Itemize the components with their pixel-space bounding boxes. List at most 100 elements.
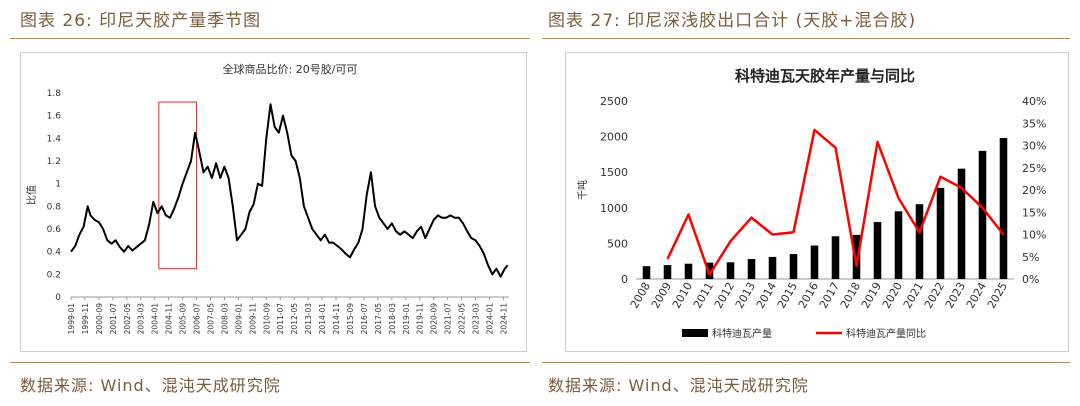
right-figure-title: 图表 27: 印尼深浅胶出口合计 (天胶+混合胶) [548,11,917,31]
x-tick-label: 2009-11 [248,303,257,335]
chart-title: 全球商品比价: 20号胶/可可 [223,62,358,76]
x-tick-label: 2013-03 [304,303,313,335]
right-chart-panel: 科特迪瓦天胶年产量与同比 千吨 0 500 1000 1500 2000 2500 0% 5% 10… [565,52,1069,352]
y-tick-label: 1.4 [47,134,62,144]
x-tick-label: 2020-09 [430,303,439,335]
x-tick-label: 1999-01 [67,303,76,335]
bar [978,150,987,279]
x-tick-label: 2024 [964,280,989,311]
bar [894,211,903,279]
x-tick-label: 2016 [796,280,821,311]
y-right-tick-label: 0% [1022,273,1039,286]
x-tick-label: 2012-05 [290,303,299,335]
x-tick-label: 2010-09 [262,303,271,335]
x-tick-label: 2004-01 [151,303,160,335]
x-tick-label: 2017-05 [374,303,383,335]
x-tick-label: 2004-11 [165,303,174,335]
x-tick-label: 2000-09 [95,303,104,335]
x-tick-label: 2018-03 [388,303,397,335]
x-tick-label: 2009 [649,280,674,311]
x-tick-label: 2016-07 [360,303,369,335]
y-right-tick-label: 10% [1022,229,1046,242]
left-source-rule [10,362,530,363]
right-title-rule [542,38,1070,39]
x-tick-label: 2011 [691,280,716,311]
x-tick-label: 2021-07 [444,303,453,335]
x-tick-label: 2007-05 [206,303,215,335]
bar [789,254,798,279]
left-source-note: 数据来源: Wind、混沌天成研究院 [20,376,281,395]
x-tick-label: 2011-07 [276,303,285,335]
y-axis-label: 比值 [25,185,38,205]
y-tick-label: 0.4 [47,248,62,258]
x-tick-label: 2019-01 [402,303,411,335]
bar [684,263,693,279]
bar [663,265,672,279]
y-left-tick-label: 500 [607,237,628,250]
bar [810,245,819,279]
y-right-tick-label: 25% [1022,162,1046,175]
x-tick-label: 2024-01 [485,303,494,335]
x-tick-label: 2014-01 [318,303,327,335]
right-source-rule [542,362,1070,363]
bar [936,187,945,279]
y-left-tick-label: 1500 [600,166,628,179]
x-tick-label: 2012 [712,280,737,311]
x-tick-label: 2008 [628,280,653,311]
y-right-tick-label: 5% [1022,251,1039,264]
left-title-rule [10,38,530,39]
y-right-tick-label: 15% [1022,206,1046,219]
bar [999,138,1008,279]
y-tick-label: 0 [55,293,61,303]
bar [915,204,924,279]
x-tick-label: 2006-07 [193,303,202,335]
y-left-tick-label: 2000 [600,131,628,144]
x-tick-label: 2019-11 [416,303,425,335]
x-tick-label: 1999-11 [81,303,90,335]
y-tick-label: 0.8 [47,202,62,212]
bar [873,222,882,279]
legend-bar-label: 科特迪瓦产量 [712,327,772,340]
y-tick-label: 0.2 [47,270,61,280]
x-tick-label: 2023-03 [472,303,481,335]
y-left-tick-label: 1000 [600,202,628,215]
x-tick-label: 2014 [754,280,779,311]
y-tick-label: 0.6 [47,225,62,235]
right-source-note: 数据来源: Wind、混沌天成研究院 [548,376,809,395]
x-tick-label: 2019 [859,280,884,311]
x-tick-label: 2009-01 [234,303,243,335]
x-tick-label: 2014-11 [332,303,341,335]
x-tick-label: 2015 [775,280,800,311]
left-chart-panel: 全球商品比价: 20号胶/可可比值 0 0.2 0.4 0.6 0.8 1 1.2 1.4 1.6… [20,52,527,352]
bar [831,236,840,279]
x-tick-label: 2005-09 [179,303,188,335]
x-tick-label: 2025 [985,280,1010,311]
bar [642,266,651,279]
left-figure-title: 图表 26: 印尼天胶产量季节图 [20,11,262,31]
y-right-tick-label: 35% [1022,117,1046,130]
y-right-tick-label: 30% [1022,140,1046,153]
bar [852,234,861,279]
x-tick-label: 2001-07 [109,303,118,335]
x-tick-label: 2003-03 [137,303,146,335]
y-right-tick-label: 20% [1022,184,1046,197]
bar [957,168,966,279]
x-tick-label: 2002-05 [123,303,132,335]
y-right-tick-label: 40% [1022,95,1046,108]
y-tick-label: 1.6 [47,112,62,122]
y-left-tick-label: 2500 [600,95,628,108]
x-tick-label: 2017 [817,280,842,311]
x-tick-label: 2018 [838,280,863,311]
y-tick-label: 1 [55,180,61,190]
highlight-box [158,101,198,270]
x-tick-label: 2024-11 [499,303,508,335]
x-tick-label: 2010 [670,280,695,311]
x-tick-label: 2015-09 [346,303,355,335]
bar [747,259,756,279]
legend-bar-swatch [682,329,708,337]
bar [768,256,777,279]
y-tick-label: 1.2 [47,157,61,167]
legend-line-label: 科特迪瓦产量同比 [846,327,926,340]
